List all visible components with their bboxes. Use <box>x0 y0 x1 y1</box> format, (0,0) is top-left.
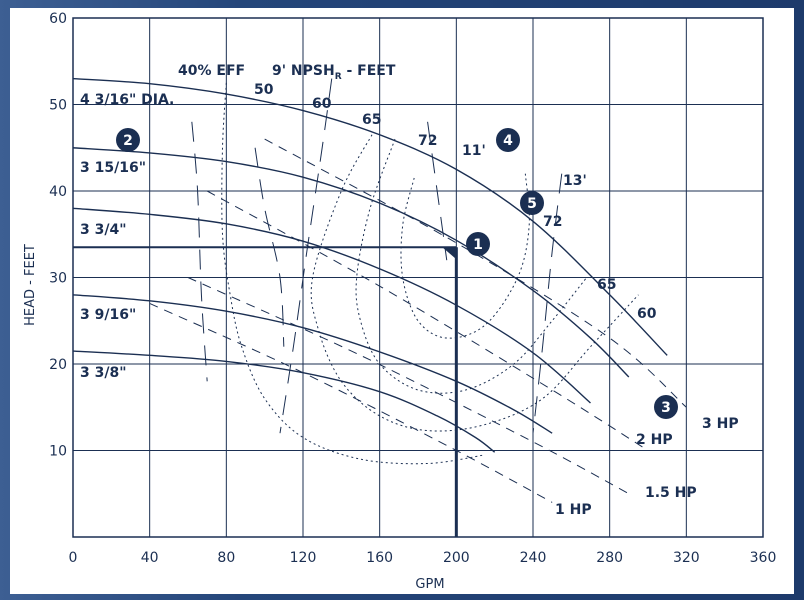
y-tick-label: 20 <box>49 357 67 373</box>
npsh-curve <box>279 78 333 434</box>
efficiency-label: 40% EFF <box>178 63 245 79</box>
efficiency-label: 50 <box>254 82 274 98</box>
impeller-label: 4 3/16" DIA. <box>80 92 174 108</box>
callout-number: 3 <box>661 400 671 416</box>
npsh-curves <box>191 78 563 434</box>
x-tick-label: 0 <box>69 550 78 566</box>
callout-marker: 1 <box>466 232 490 256</box>
operating-point <box>73 246 458 537</box>
npsh-curve <box>427 121 448 261</box>
y-tick-label: 40 <box>49 184 67 200</box>
hp-label: 1.5 HP <box>645 485 697 501</box>
x-tick-label: 160 <box>366 550 393 566</box>
y-axis-label: HEAD - FEET <box>23 244 38 326</box>
x-tick-label: 360 <box>750 550 777 566</box>
hp-line <box>264 138 687 408</box>
hp-label: 1 HP <box>555 502 592 518</box>
npsh-title: 9' NPSHR - FEET <box>272 63 396 82</box>
curve-labels: 4 3/16" DIA. 3 15/16" 3 3/4" 3 9/16" 3 3/8" 4… <box>80 63 739 518</box>
y-tick-label: 30 <box>49 271 67 287</box>
efficiency-curve <box>310 134 639 432</box>
callout-marker: 5 <box>520 191 544 215</box>
callout-marker: 4 <box>496 128 520 152</box>
impeller-label: 3 3/4" <box>80 222 127 238</box>
y-tick-label: 60 <box>49 11 67 27</box>
callout-marker: 3 <box>654 395 678 419</box>
hp-label: 3 HP <box>702 416 739 432</box>
x-tick-label: 280 <box>596 550 623 566</box>
callout-circle <box>654 395 678 419</box>
npsh-label: 11' <box>462 143 486 159</box>
chart-panel <box>10 8 794 594</box>
impeller-curves <box>72 77 668 453</box>
hp-line <box>206 190 649 451</box>
efficiency-label: 72 <box>543 214 562 230</box>
impeller-label: 3 9/16" <box>80 307 136 323</box>
plot-border <box>72 17 764 538</box>
callout-circle <box>520 191 544 215</box>
impeller-curve <box>72 147 630 378</box>
callout-markers: 1 2 3 4 5 <box>116 128 678 419</box>
hp-line <box>149 302 553 503</box>
efficiency-label: 65 <box>362 112 381 128</box>
hp-line <box>187 277 630 495</box>
callout-number: 5 <box>527 196 537 212</box>
horsepower-lines <box>149 138 687 503</box>
callout-circle <box>496 128 520 152</box>
callout-circle <box>116 128 140 152</box>
callout-number: 1 <box>473 237 483 253</box>
efficiency-label: 72 <box>418 133 437 149</box>
efficiency-curves <box>221 82 639 465</box>
y-tick-label: 50 <box>49 98 67 114</box>
impeller-curve <box>72 350 496 453</box>
x-axis-label: GPM <box>415 577 444 592</box>
x-tick-label: 80 <box>217 550 235 566</box>
operating-point-marker <box>442 247 457 260</box>
npsh-label: 13' <box>563 173 587 189</box>
callout-number: 4 <box>503 133 513 149</box>
impeller-curve <box>72 294 553 434</box>
y-tick-label: 10 <box>49 444 67 460</box>
callout-number: 2 <box>123 133 133 149</box>
npsh-curve <box>532 173 563 434</box>
impeller-curve <box>72 77 668 356</box>
x-tick-label: 120 <box>290 550 317 566</box>
efficiency-label: 60 <box>312 96 332 112</box>
impeller-label: 3 15/16" <box>80 160 146 176</box>
efficiency-label: 60 <box>637 306 657 322</box>
impeller-label: 3 3/8" <box>80 365 127 381</box>
callout-circle <box>466 232 490 256</box>
efficiency-curve <box>400 173 530 339</box>
grid <box>72 17 764 538</box>
callout-marker: 2 <box>116 128 140 152</box>
x-tick-label: 200 <box>443 550 470 566</box>
efficiency-curve <box>355 138 588 394</box>
efficiency-curve <box>221 82 486 465</box>
x-tick-label: 40 <box>141 550 159 566</box>
x-tick-label: 320 <box>673 550 700 566</box>
impeller-curve <box>72 207 591 404</box>
x-tick-label: 240 <box>520 550 547 566</box>
npsh-curve <box>191 121 208 382</box>
hp-label: 2 HP <box>636 432 673 448</box>
efficiency-label: 65 <box>597 277 616 293</box>
